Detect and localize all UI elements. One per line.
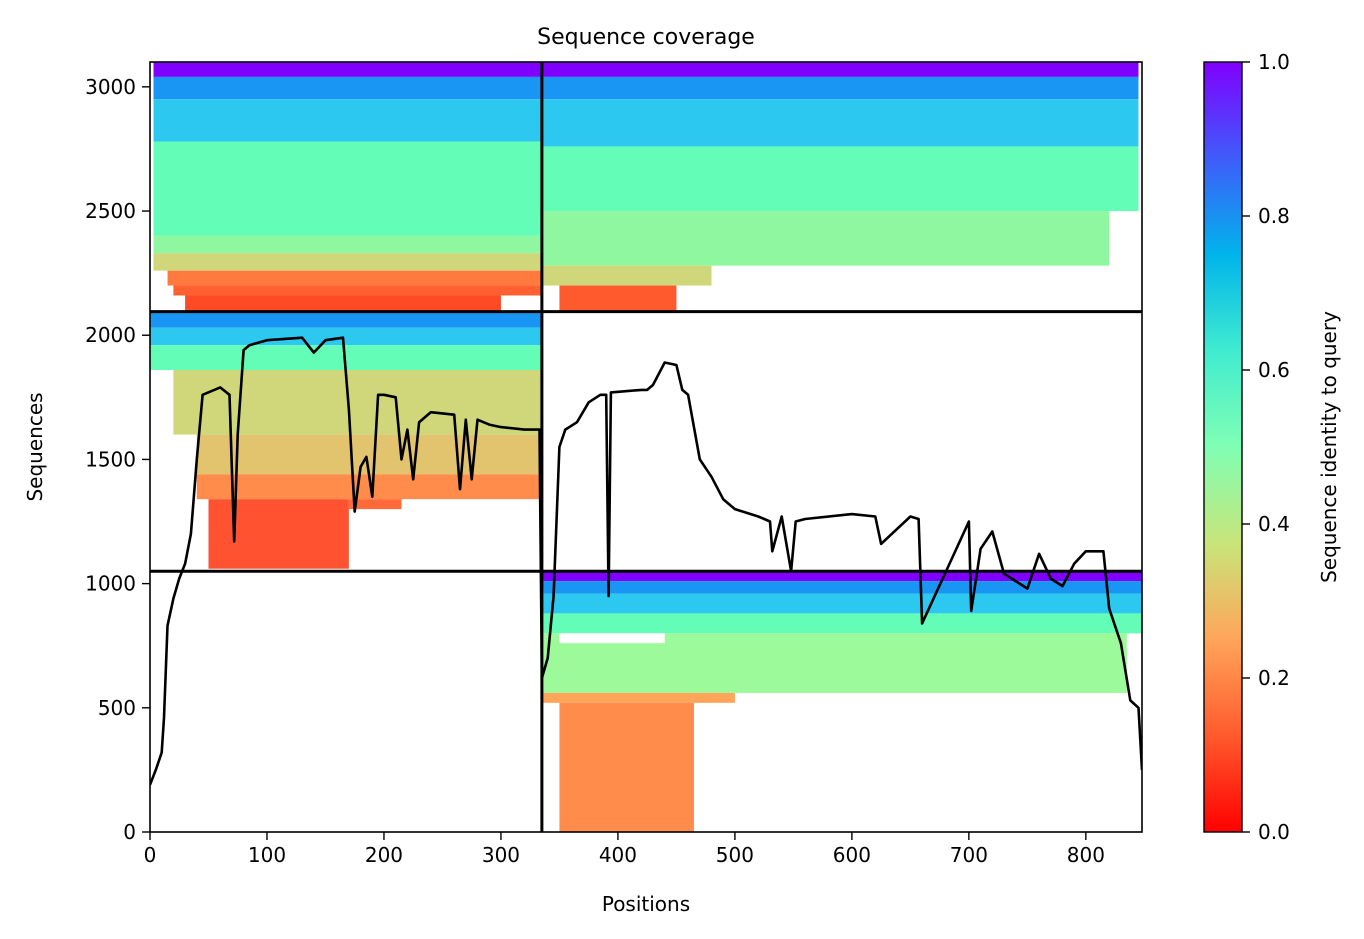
x-tick-label: 700	[950, 843, 988, 867]
coverage-band	[541, 571, 1142, 582]
x-tick-label: 300	[482, 843, 520, 867]
coverage-band	[348, 499, 402, 510]
x-axis: 0 100 200 300 400 500 600 700 800	[144, 832, 1105, 867]
coverage-band	[541, 593, 1142, 614]
plot-area	[150, 62, 1142, 832]
colorbar-tick-label: 1.0	[1258, 50, 1290, 74]
coverage-band	[541, 211, 1110, 266]
coverage-band	[541, 613, 1142, 634]
x-tick-label: 200	[365, 843, 403, 867]
coverage-band	[167, 270, 542, 286]
coverage-band	[541, 99, 1139, 147]
coverage-band	[541, 62, 1139, 77]
coverage-band	[150, 311, 542, 328]
colorbar-tick-label: 0.2	[1258, 666, 1290, 690]
coverage-band	[173, 370, 542, 435]
y-tick-label: 1000	[85, 572, 136, 596]
coverage-band	[541, 76, 1139, 100]
coverage-band	[153, 253, 542, 271]
x-tick-label: 800	[1067, 843, 1105, 867]
x-tick-label: 100	[248, 843, 286, 867]
coverage-band	[541, 692, 735, 703]
gap-band	[559, 633, 665, 644]
coverage-band	[541, 146, 1139, 212]
coverage-band	[559, 285, 677, 311]
plot-frame	[149, 61, 1143, 833]
coverage-band	[153, 62, 542, 77]
y-tick-label: 1500	[85, 447, 136, 471]
y-tick-label: 2000	[85, 323, 136, 347]
x-tick-label: 0	[144, 843, 157, 867]
colorbar-tick-label: 0.6	[1258, 358, 1290, 382]
coverage-line	[150, 336, 1142, 786]
colorbar-tick-label: 0.8	[1258, 204, 1290, 228]
coverage-band	[153, 141, 542, 236]
colorbar-ticks: 0.0 0.2 0.4 0.6 0.8 1.0	[1242, 50, 1290, 844]
y-axis: 0 500 1000 1500 2000 2500 3000	[85, 75, 150, 844]
coverage-band	[196, 434, 542, 475]
y-tick-label: 500	[98, 696, 136, 720]
coverage-band	[150, 327, 542, 346]
coverage-band	[541, 265, 712, 286]
coverage-band	[185, 295, 501, 311]
x-tick-label: 500	[716, 843, 754, 867]
x-tick-label: 400	[599, 843, 637, 867]
y-tick-label: 3000	[85, 75, 136, 99]
y-tick-label: 2500	[85, 199, 136, 223]
coverage-band	[559, 702, 694, 832]
coverage-band	[173, 285, 542, 296]
colorbar-tick-label: 0.4	[1258, 512, 1290, 536]
coverage-band	[153, 76, 542, 100]
chart-title: Sequence coverage	[537, 25, 755, 50]
coverage-band	[208, 499, 349, 569]
y-tick-label: 0	[123, 820, 136, 844]
colorbar: 0.0 0.2 0.4 0.6 0.8 1.0 Sequence identity to …	[1203, 50, 1341, 844]
coverage-band	[541, 581, 1142, 594]
colorbar-gradient	[1203, 61, 1243, 833]
coverage-heatmap	[150, 62, 1142, 832]
coverage-band	[153, 235, 542, 254]
x-axis-label: Positions	[602, 892, 690, 916]
x-tick-label: 600	[833, 843, 871, 867]
colorbar-tick-label: 0.0	[1258, 820, 1290, 844]
colorbar-label: Sequence identity to query	[1317, 311, 1341, 583]
coverage-band	[153, 99, 542, 142]
y-axis-label: Sequences	[23, 392, 47, 501]
